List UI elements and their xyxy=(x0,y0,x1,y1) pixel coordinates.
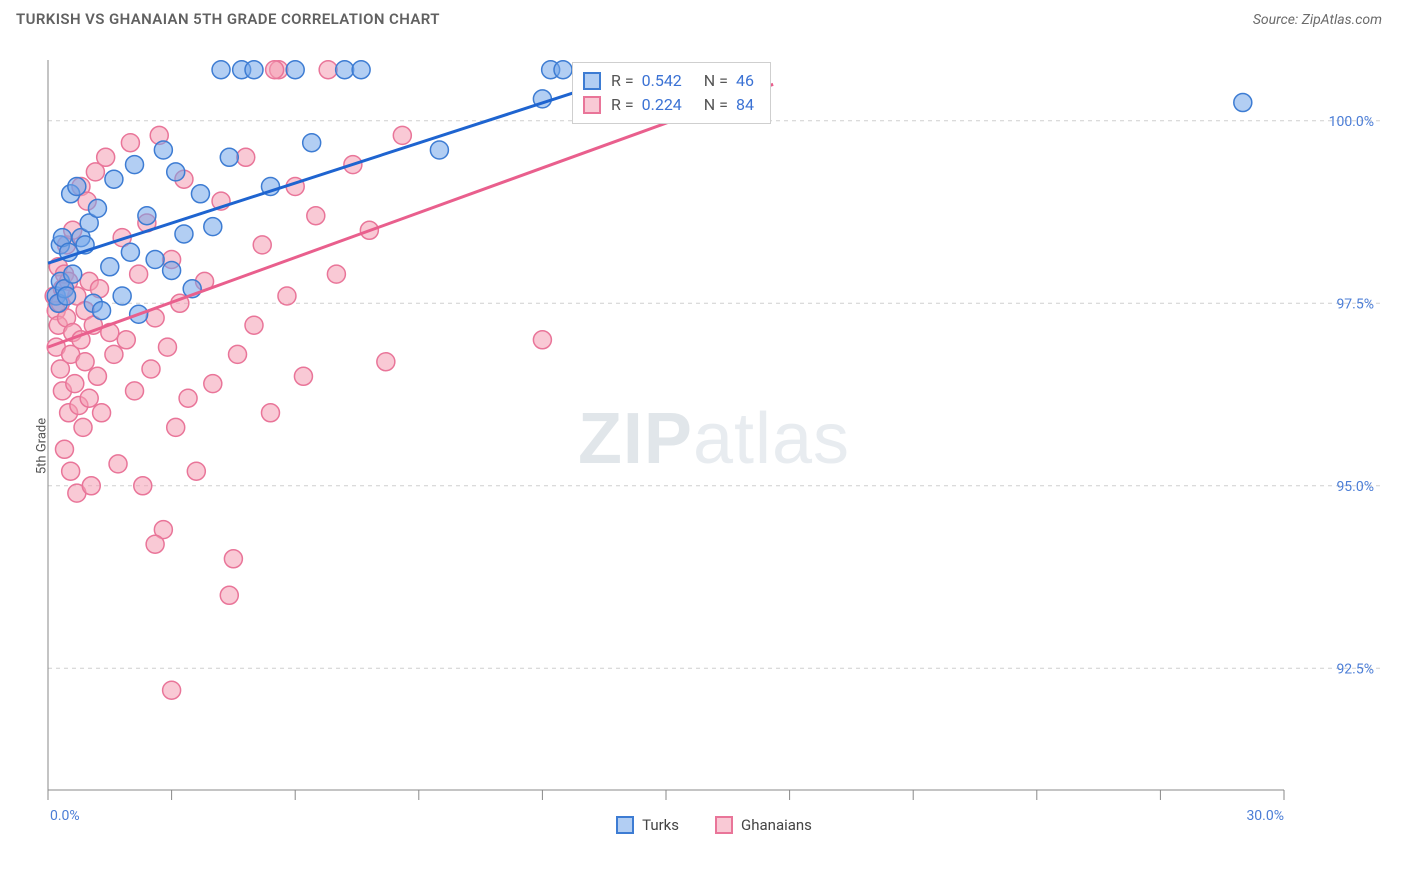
swatch-gha xyxy=(583,96,601,114)
plot-area: 92.5%95.0%97.5%100.0%0.0%30.0% ZIPatlas … xyxy=(44,48,1384,838)
swatch-turks xyxy=(583,72,601,90)
n-label-gha: N = xyxy=(704,93,728,117)
watermark: ZIPatlas xyxy=(578,398,850,480)
stats-row-gha: R = 0.224 N = 84 xyxy=(583,93,754,117)
watermark-atlas: atlas xyxy=(693,399,850,479)
chart-title: TURKISH VS GHANAIAN 5TH GRADE CORRELATIO… xyxy=(16,10,440,28)
swatch-gha-bottom xyxy=(715,816,733,834)
r-label-turks: R = xyxy=(611,69,634,93)
r-value-turks: 0.542 xyxy=(642,69,682,93)
svg-text:100.0%: 100.0% xyxy=(1329,114,1374,130)
stats-legend: R = 0.542 N = 46 R = 0.224 N = 84 xyxy=(572,62,771,124)
legend-item-gha: Ghanaians xyxy=(715,816,812,834)
stats-row-turks: R = 0.542 N = 46 xyxy=(583,69,754,93)
swatch-turks-bottom xyxy=(616,816,634,834)
header: TURKISH VS GHANAIAN 5TH GRADE CORRELATIO… xyxy=(0,0,1406,34)
svg-text:95.0%: 95.0% xyxy=(1336,479,1374,495)
svg-text:97.5%: 97.5% xyxy=(1336,296,1374,312)
n-label-turks: N = xyxy=(704,69,728,93)
n-value-gha: 84 xyxy=(736,93,754,117)
chart-container: TURKISH VS GHANAIAN 5TH GRADE CORRELATIO… xyxy=(0,0,1406,892)
watermark-zip: ZIP xyxy=(578,399,693,479)
n-value-turks: 46 xyxy=(736,69,754,93)
r-value-gha: 0.224 xyxy=(642,93,682,117)
svg-text:92.5%: 92.5% xyxy=(1336,661,1374,677)
bottom-legend: Turks Ghanaians xyxy=(44,816,1384,834)
r-label-gha: R = xyxy=(611,93,634,117)
source-label: Source: ZipAtlas.com xyxy=(1253,12,1382,28)
legend-label-turks: Turks xyxy=(642,816,679,834)
legend-label-gha: Ghanaians xyxy=(741,816,812,834)
legend-item-turks: Turks xyxy=(616,816,679,834)
